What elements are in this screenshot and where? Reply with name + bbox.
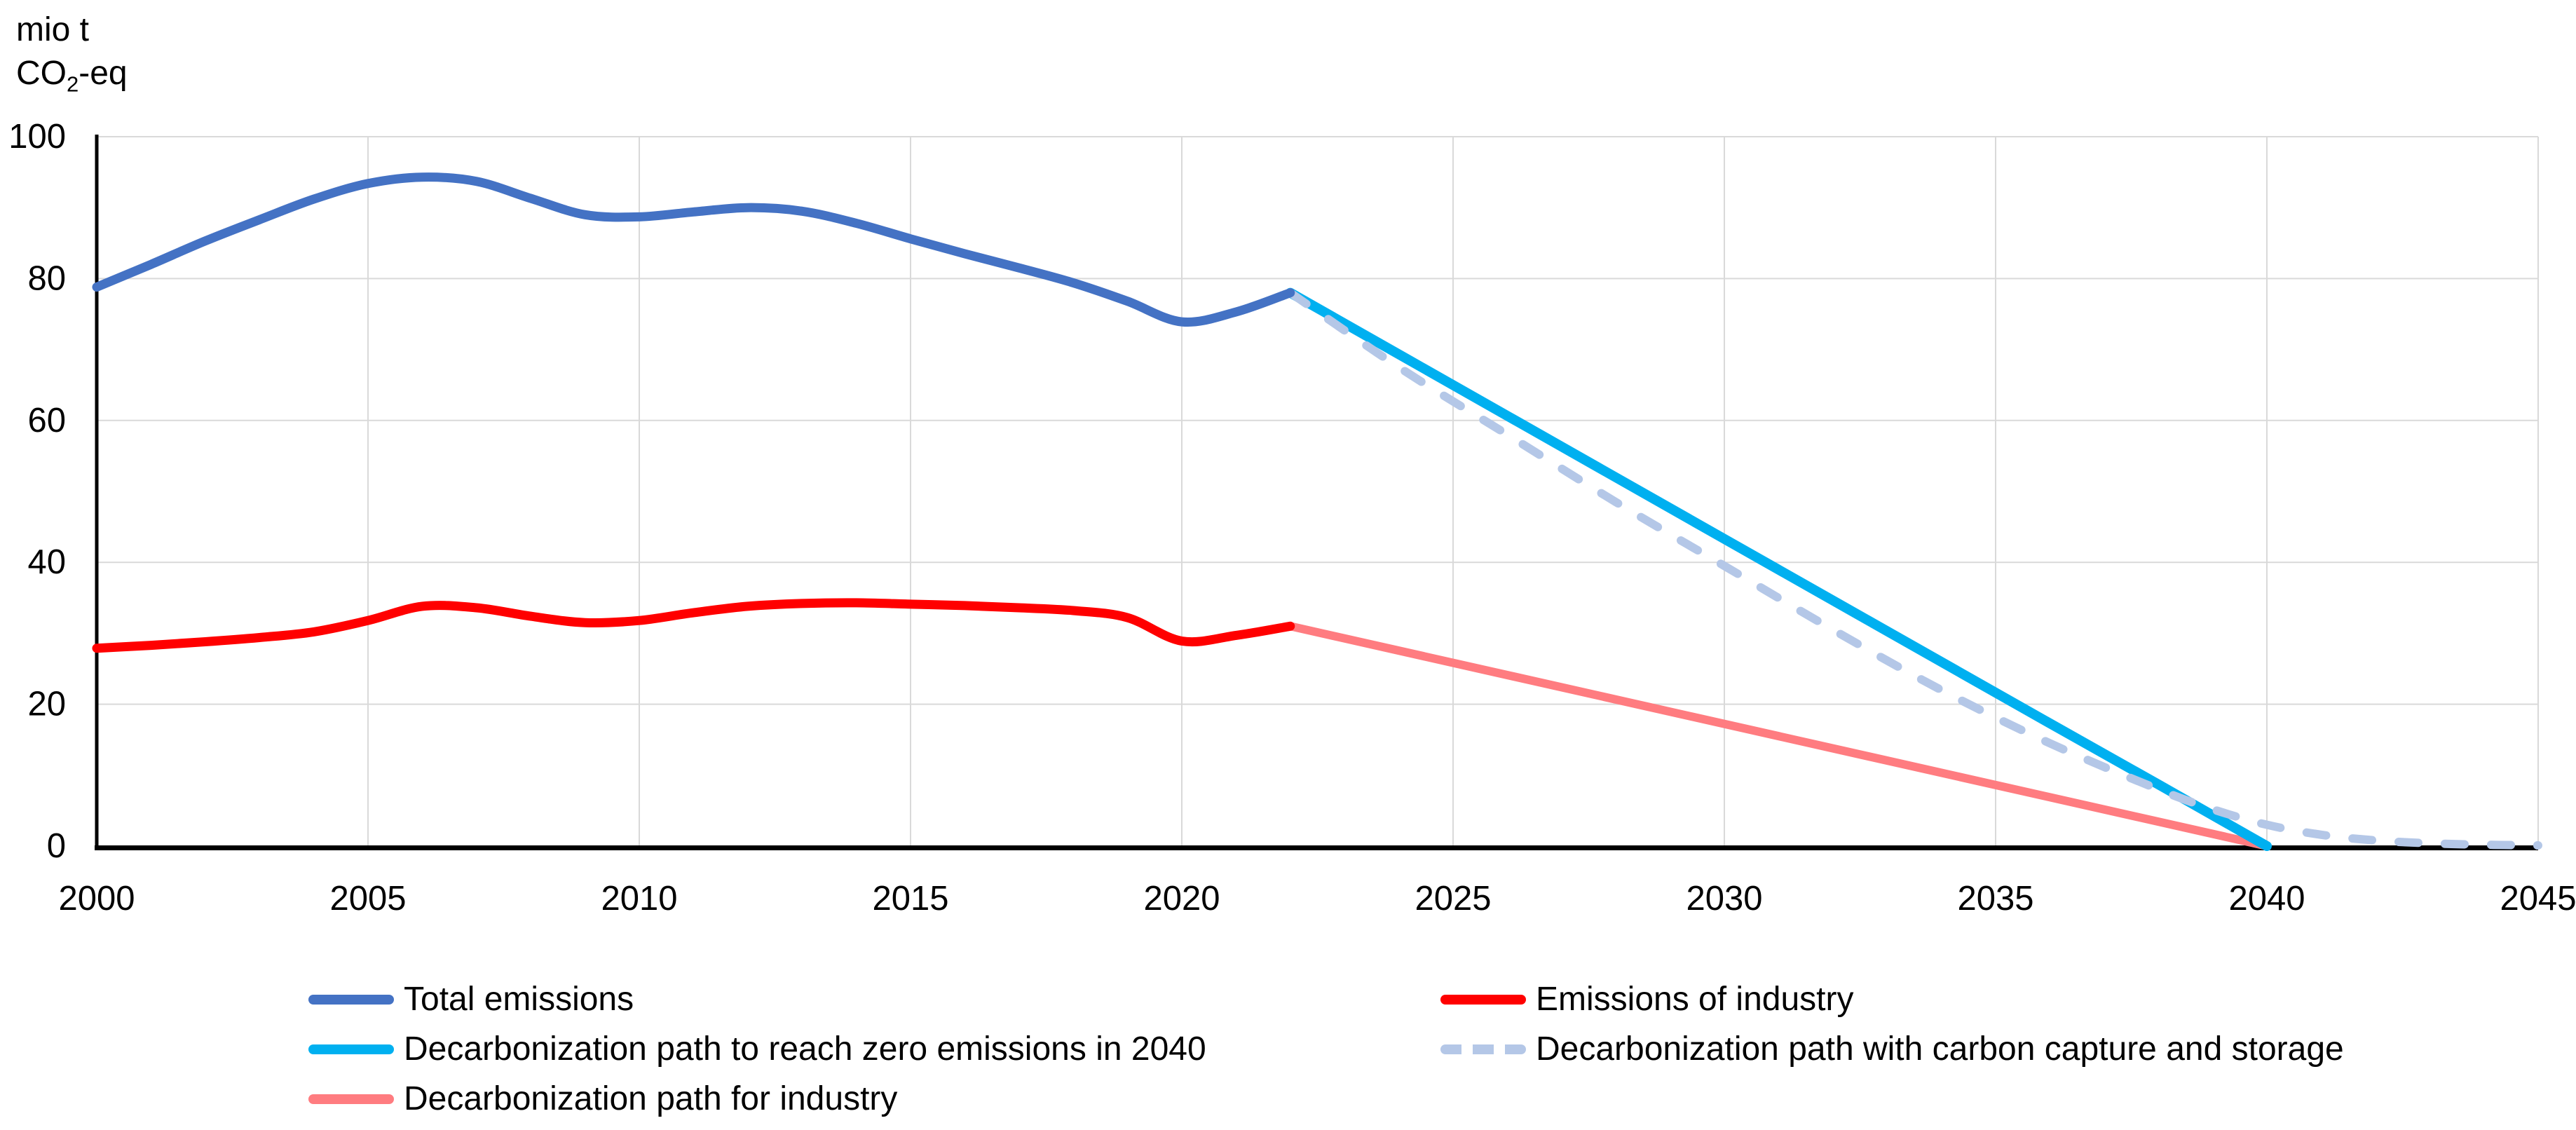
legend-item-total-emissions: Total emissions (308, 974, 1206, 1024)
x-tick-label: 2000 (58, 880, 135, 918)
series-group (92, 172, 2542, 851)
x-tick-label: 2010 (601, 880, 677, 918)
legend-swatch-decarbonization-industry (308, 1094, 394, 1104)
legend-swatch-emissions-of-industry (1440, 994, 1526, 1005)
y-tick-label: 80 (27, 259, 66, 297)
unit-label-line2: CO2-eq (16, 55, 128, 97)
y-tick-label: 100 (8, 118, 66, 156)
legend-column-right: Emissions of industry Decarbonization pa… (1440, 974, 2344, 1074)
x-tick-label: 2015 (872, 880, 948, 918)
y-tick-label: 0 (47, 827, 66, 865)
series-line-decarbonization-ccs (1286, 288, 2542, 850)
legend-item-decarbonization-ccs: Decarbonization path with carbon capture… (1440, 1024, 2344, 1074)
legend-swatch-decarbonization-ccs (1440, 1044, 1526, 1054)
x-tick-label: 2045 (2500, 880, 2576, 918)
y-tick-label: 20 (27, 686, 66, 723)
legend-label-decarbonization-zero-2040: Decarbonization path to reach zero emiss… (404, 1030, 1206, 1068)
legend-label-decarbonization-industry: Decarbonization path for industry (404, 1080, 898, 1117)
legend-label-total-emissions: Total emissions (404, 981, 634, 1018)
series-line-total-emissions (92, 172, 1295, 327)
legend-label-emissions-of-industry: Emissions of industry (1536, 981, 1854, 1018)
series-line-decarbonization-industry (1286, 622, 2271, 850)
legend-swatch-total-emissions (308, 994, 394, 1005)
axes-group (95, 135, 2538, 850)
legend-swatch-decarbonization-zero-2040 (308, 1044, 394, 1054)
legend-item-decarbonization-industry: Decarbonization path for industry (308, 1074, 1206, 1124)
legend-label-decarbonization-ccs: Decarbonization path with carbon capture… (1536, 1030, 2344, 1068)
gridlines-group (97, 136, 2539, 846)
x-tick-label: 2025 (1415, 880, 1491, 918)
series-line-decarbonization-zero-2040 (1285, 287, 2272, 851)
legend: Total emissions Decarbonization path to … (0, 974, 2576, 1130)
subscript-2: 2 (67, 72, 79, 97)
legend-item-decarbonization-zero-2040: Decarbonization path to reach zero emiss… (308, 1024, 1206, 1074)
x-tick-label: 2030 (1686, 880, 1762, 918)
x-tick-label: 2005 (329, 880, 406, 918)
legend-column-left: Total emissions Decarbonization path to … (308, 974, 1206, 1124)
x-tick-label: 2040 (2228, 880, 2305, 918)
y-tick-label: 40 (27, 543, 66, 581)
y-axis-unit-label: mio t CO2-eq (16, 8, 128, 107)
x-tick-label: 2035 (1957, 880, 2033, 918)
x-tick-label: 2020 (1143, 880, 1220, 918)
y-tick-label: 60 (27, 402, 66, 440)
legend-item-emissions-of-industry: Emissions of industry (1440, 974, 2344, 1024)
series-line-emissions-of-industry (92, 598, 1295, 653)
unit-label-line1: mio t (16, 11, 90, 48)
